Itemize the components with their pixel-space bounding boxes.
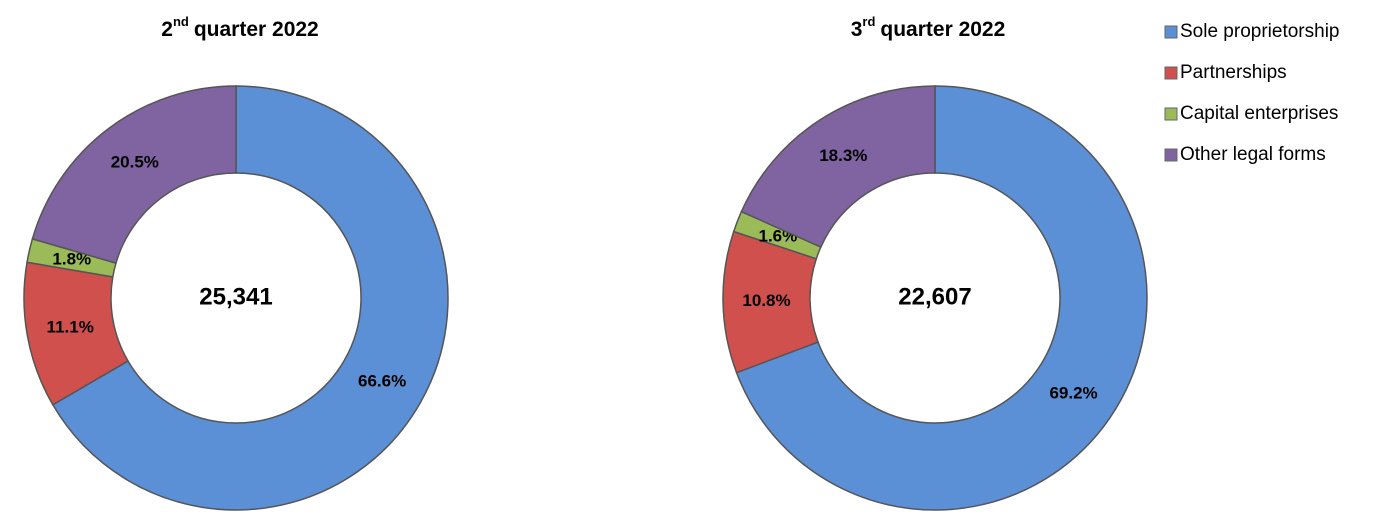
- title-number: 2: [161, 18, 173, 41]
- data-label: 11.1%: [47, 317, 94, 336]
- donut-slice: [735, 85, 1148, 511]
- legend-label: Other legal forms: [1180, 144, 1326, 165]
- legend-label: Sole proprietorship: [1180, 21, 1339, 42]
- data-label: 18.3%: [819, 146, 867, 165]
- title-number: 3: [851, 18, 863, 41]
- legend-swatch: [1164, 148, 1178, 162]
- data-label: 10.8%: [742, 291, 790, 310]
- title-rest: quarter 2022: [880, 18, 1005, 41]
- center-total: 22,607: [898, 283, 971, 310]
- legend-label: Capital enterprises: [1180, 103, 1338, 124]
- title-suffix: rd: [862, 14, 875, 29]
- legend-swatch: [1164, 25, 1178, 39]
- legend-label: Partnerships: [1180, 62, 1287, 83]
- center-total: 25,341: [199, 283, 272, 310]
- data-label: 66.6%: [358, 371, 406, 390]
- chart-title: 2nd quarter 2022: [161, 14, 318, 40]
- chart-title: 3rd quarter 2022: [851, 14, 1006, 40]
- data-label: 20.5%: [111, 153, 159, 172]
- legend-swatch: [1164, 66, 1178, 80]
- legend-swatch: [1164, 107, 1178, 121]
- title-suffix: nd: [173, 14, 189, 29]
- title-rest: quarter 2022: [194, 18, 319, 41]
- donut-slice: [51, 85, 449, 511]
- data-label: 69.2%: [1049, 383, 1097, 402]
- donut-slice: [740, 85, 936, 249]
- data-label: 1.8%: [52, 250, 91, 269]
- donut-slice: [31, 85, 237, 265]
